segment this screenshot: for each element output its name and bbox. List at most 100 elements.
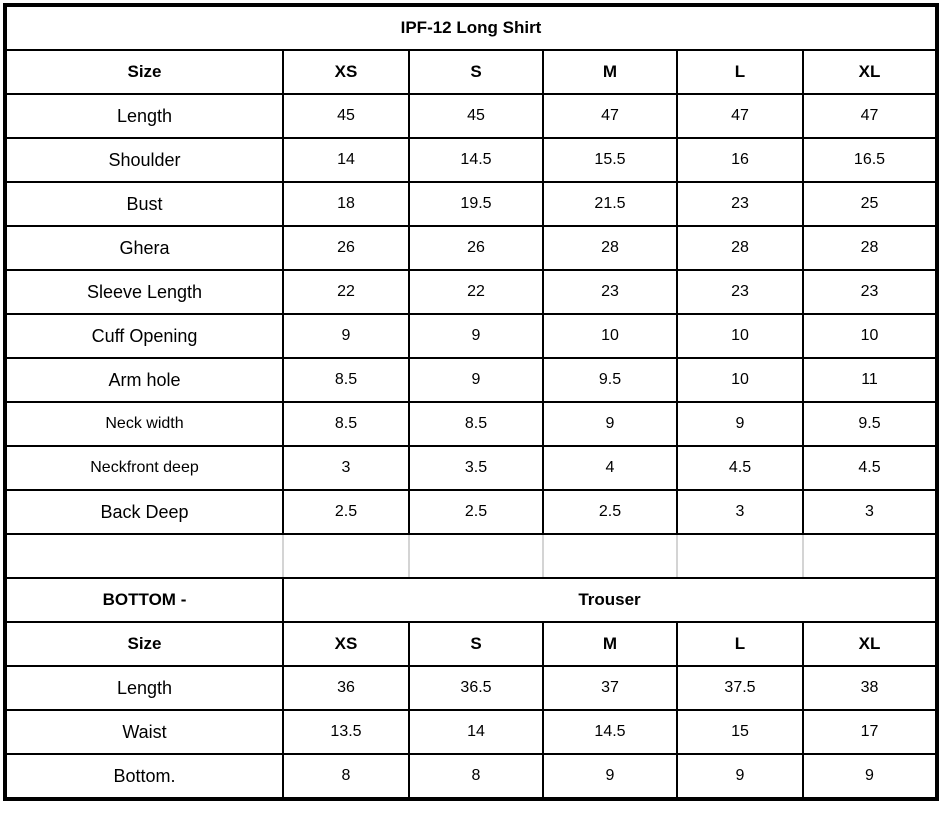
measurement-value: 47 xyxy=(802,93,938,139)
measurement-value: 2.5 xyxy=(282,489,410,535)
measurement-value: 22 xyxy=(282,269,410,315)
measurement-value: 28 xyxy=(802,225,938,271)
measurement-value: 3 xyxy=(802,489,938,535)
table-row: Neck width 8.5 8.5 9 9 9.5 xyxy=(4,401,938,447)
measurement-label: Arm hole xyxy=(4,357,284,403)
measurement-value: 22 xyxy=(408,269,544,315)
measurement-value: 11 xyxy=(802,357,938,403)
measurement-value: 37 xyxy=(542,665,678,711)
measurement-label: Sleeve Length xyxy=(4,269,284,315)
measurement-value: 9 xyxy=(408,313,544,359)
measurement-value: 18 xyxy=(282,181,410,227)
measurement-value: 47 xyxy=(542,93,678,139)
size-header-cell: Size xyxy=(4,49,284,95)
table-row: Neckfront deep 3 3.5 4 4.5 4.5 xyxy=(4,445,938,491)
table-row: Back Deep 2.5 2.5 2.5 3 3 xyxy=(4,489,938,535)
size-header-cell: L xyxy=(676,49,804,95)
empty-cell xyxy=(408,533,544,579)
size-header-cell: XL xyxy=(802,49,938,95)
measurement-value: 8 xyxy=(282,753,410,800)
table-row: Bust 18 19.5 21.5 23 25 xyxy=(4,181,938,227)
size-header-cell: XL xyxy=(802,621,938,667)
empty-cell xyxy=(676,533,804,579)
empty-cell xyxy=(3,533,284,579)
bottom-section-label: BOTTOM - xyxy=(4,577,284,623)
measurement-value: 37.5 xyxy=(676,665,804,711)
title-row: IPF-12 Long Shirt xyxy=(4,4,938,51)
size-header-cell: S xyxy=(408,49,544,95)
measurement-value: 8.5 xyxy=(282,357,410,403)
measurement-value: 8.5 xyxy=(282,401,410,447)
empty-cell xyxy=(802,533,939,579)
measurement-value: 3 xyxy=(676,489,804,535)
measurement-label: Length xyxy=(4,93,284,139)
measurement-value: 8 xyxy=(408,753,544,800)
measurement-value: 9 xyxy=(802,753,938,800)
measurement-label: Ghera xyxy=(4,225,284,271)
measurement-value: 2.5 xyxy=(542,489,678,535)
measurement-label: Bust xyxy=(4,181,284,227)
measurement-value: 45 xyxy=(282,93,410,139)
measurement-value: 16.5 xyxy=(802,137,938,183)
size-chart-table: IPF-12 Long Shirt Size XS S M L XL Length 45 45 4… xyxy=(3,3,939,801)
size-header-cell: L xyxy=(676,621,804,667)
measurement-value: 26 xyxy=(408,225,544,271)
measurement-value: 25 xyxy=(802,181,938,227)
measurement-value: 17 xyxy=(802,709,938,755)
measurement-value: 23 xyxy=(542,269,678,315)
measurement-value: 9 xyxy=(542,753,678,800)
measurement-label: Bottom. xyxy=(4,753,284,800)
table-row: Bottom. 8 8 9 9 9 xyxy=(4,753,938,800)
size-header-cell: Size xyxy=(4,621,284,667)
measurement-value: 28 xyxy=(542,225,678,271)
size-header-cell: M xyxy=(542,49,678,95)
measurement-value: 4 xyxy=(542,445,678,491)
measurement-value: 14 xyxy=(408,709,544,755)
measurement-label: Shoulder xyxy=(4,137,284,183)
measurement-value: 15 xyxy=(676,709,804,755)
measurement-value: 38 xyxy=(802,665,938,711)
bottom-section-title: Trouser xyxy=(282,577,938,623)
measurement-value: 14.5 xyxy=(408,137,544,183)
size-header-cell: S xyxy=(408,621,544,667)
measurement-label: Cuff Opening xyxy=(4,313,284,359)
size-header-cell: M xyxy=(542,621,678,667)
table-row: Ghera 26 26 28 28 28 xyxy=(4,225,938,271)
measurement-value: 2.5 xyxy=(408,489,544,535)
size-header-cell: XS xyxy=(282,49,410,95)
measurement-label: Length xyxy=(4,665,284,711)
measurement-value: 8.5 xyxy=(408,401,544,447)
measurement-value: 3 xyxy=(282,445,410,491)
measurement-value: 10 xyxy=(676,313,804,359)
measurement-label: Waist xyxy=(4,709,284,755)
measurement-value: 16 xyxy=(676,137,804,183)
measurement-value: 9 xyxy=(282,313,410,359)
size-header-row: Size XS S M L XL xyxy=(4,49,938,95)
measurement-label: Back Deep xyxy=(4,489,284,535)
measurement-value: 36.5 xyxy=(408,665,544,711)
measurement-value: 9.5 xyxy=(542,357,678,403)
measurement-value: 15.5 xyxy=(542,137,678,183)
empty-cell xyxy=(542,533,678,579)
empty-cell xyxy=(282,533,410,579)
table-title: IPF-12 Long Shirt xyxy=(4,4,938,51)
table-row: Cuff Opening 9 9 10 10 10 xyxy=(4,313,938,359)
measurement-value: 45 xyxy=(408,93,544,139)
measurement-value: 4.5 xyxy=(802,445,938,491)
measurement-value: 26 xyxy=(282,225,410,271)
measurement-value: 10 xyxy=(676,357,804,403)
measurement-value: 9 xyxy=(676,401,804,447)
measurement-value: 9 xyxy=(542,401,678,447)
size-header-row: Size XS S M L XL xyxy=(4,621,938,667)
measurement-value: 9.5 xyxy=(802,401,938,447)
measurement-value: 14 xyxy=(282,137,410,183)
measurement-value: 10 xyxy=(542,313,678,359)
table-row: Waist 13.5 14 14.5 15 17 xyxy=(4,709,938,755)
measurement-value: 36 xyxy=(282,665,410,711)
measurement-value: 3.5 xyxy=(408,445,544,491)
measurement-value: 23 xyxy=(802,269,938,315)
measurement-value: 10 xyxy=(802,313,938,359)
measurement-value: 19.5 xyxy=(408,181,544,227)
measurement-label: Neckfront deep xyxy=(4,445,284,491)
measurement-value: 13.5 xyxy=(282,709,410,755)
